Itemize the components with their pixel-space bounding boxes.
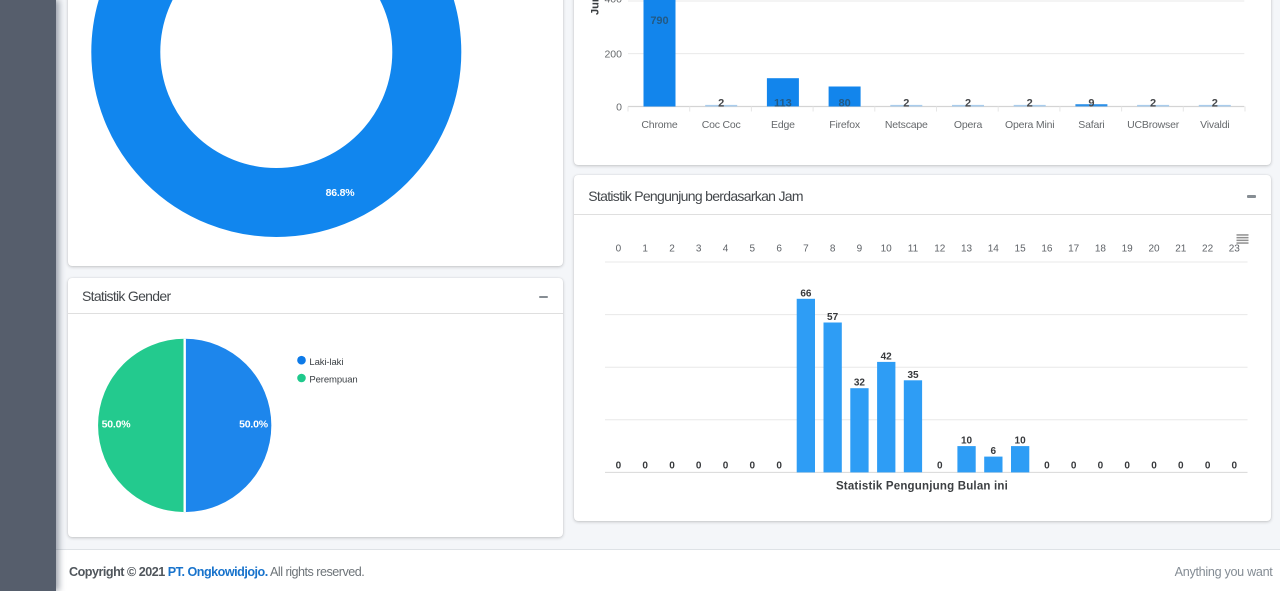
- svg-text:UCBrowser: UCBrowser: [1127, 119, 1180, 131]
- svg-text:0: 0: [937, 461, 943, 472]
- svg-text:Chrome: Chrome: [641, 119, 678, 131]
- svg-text:2: 2: [669, 243, 675, 254]
- svg-text:0: 0: [642, 461, 648, 472]
- svg-text:0: 0: [1178, 461, 1184, 472]
- svg-text:50.0%: 50.0%: [102, 419, 132, 431]
- svg-text:15: 15: [1015, 243, 1027, 254]
- svg-text:3: 3: [696, 243, 702, 254]
- svg-text:Perempuan: Perempuan: [309, 375, 357, 386]
- svg-text:Netscape: Netscape: [885, 119, 928, 131]
- svg-text:2: 2: [1212, 98, 1218, 110]
- svg-text:0: 0: [776, 461, 782, 472]
- svg-text:1: 1: [642, 243, 648, 254]
- svg-text:400: 400: [604, 0, 622, 6]
- svg-text:Opera: Opera: [954, 119, 983, 131]
- svg-text:86.8%: 86.8%: [326, 187, 356, 199]
- svg-text:35: 35: [907, 370, 919, 381]
- svg-text:18: 18: [1095, 243, 1107, 254]
- svg-text:Laki-laki: Laki-laki: [309, 357, 343, 368]
- svg-text:2: 2: [903, 98, 909, 110]
- svg-text:20: 20: [1148, 243, 1160, 254]
- svg-text:21: 21: [1175, 243, 1187, 254]
- svg-text:19: 19: [1122, 243, 1134, 254]
- svg-text:Firefox: Firefox: [829, 119, 861, 131]
- svg-text:Coc Coc: Coc Coc: [702, 119, 741, 131]
- svg-text:Statistik Pengunjung Bulan ini: Statistik Pengunjung Bulan ini: [836, 481, 1008, 493]
- svg-text:2: 2: [1150, 98, 1156, 110]
- svg-text:80: 80: [838, 98, 850, 110]
- svg-text:22: 22: [1202, 243, 1214, 254]
- svg-text:0: 0: [723, 461, 729, 472]
- svg-text:50.0%: 50.0%: [239, 419, 269, 431]
- svg-text:4: 4: [723, 243, 729, 254]
- svg-text:9: 9: [857, 243, 863, 254]
- svg-text:0: 0: [1098, 461, 1104, 472]
- svg-text:14: 14: [988, 243, 1000, 254]
- svg-text:32: 32: [854, 378, 866, 389]
- svg-text:7: 7: [803, 243, 809, 254]
- svg-text:200: 200: [604, 48, 622, 60]
- svg-text:0: 0: [1232, 461, 1238, 472]
- svg-text:13: 13: [961, 243, 973, 254]
- svg-text:2: 2: [1027, 98, 1033, 110]
- svg-text:16: 16: [1041, 243, 1053, 254]
- svg-text:0: 0: [669, 461, 675, 472]
- svg-text:0: 0: [1151, 461, 1157, 472]
- svg-text:8: 8: [830, 243, 836, 254]
- svg-text:57: 57: [827, 312, 839, 323]
- svg-text:Edge: Edge: [771, 119, 795, 131]
- svg-text:10: 10: [961, 436, 973, 447]
- svg-text:0: 0: [696, 461, 702, 472]
- svg-text:0: 0: [616, 243, 622, 254]
- svg-text:9: 9: [1088, 98, 1094, 110]
- svg-text:0: 0: [1124, 461, 1130, 472]
- svg-text:66: 66: [800, 288, 812, 299]
- svg-text:10: 10: [1015, 436, 1027, 447]
- svg-text:Opera Mini: Opera Mini: [1005, 119, 1054, 131]
- svg-text:12: 12: [934, 243, 946, 254]
- svg-text:790: 790: [650, 15, 668, 27]
- svg-text:Vivaldi: Vivaldi: [1200, 119, 1229, 131]
- svg-text:11: 11: [908, 243, 919, 254]
- svg-text:6: 6: [991, 446, 997, 457]
- svg-text:Jumlah: Jumlah: [590, 0, 602, 15]
- svg-text:10: 10: [881, 243, 893, 254]
- svg-text:0: 0: [1071, 461, 1077, 472]
- svg-text:113: 113: [774, 98, 792, 110]
- svg-text:2: 2: [718, 98, 724, 110]
- svg-text:6: 6: [776, 243, 782, 254]
- svg-text:2: 2: [965, 98, 971, 110]
- svg-text:0: 0: [616, 101, 622, 113]
- svg-text:Safari: Safari: [1078, 119, 1104, 131]
- svg-text:17: 17: [1068, 243, 1080, 254]
- svg-text:23: 23: [1229, 243, 1241, 254]
- svg-text:0: 0: [1044, 461, 1050, 472]
- svg-text:0: 0: [750, 461, 756, 472]
- svg-text:0: 0: [616, 461, 622, 472]
- svg-text:42: 42: [881, 351, 893, 362]
- svg-text:5: 5: [750, 243, 756, 254]
- svg-text:0: 0: [1205, 461, 1211, 472]
